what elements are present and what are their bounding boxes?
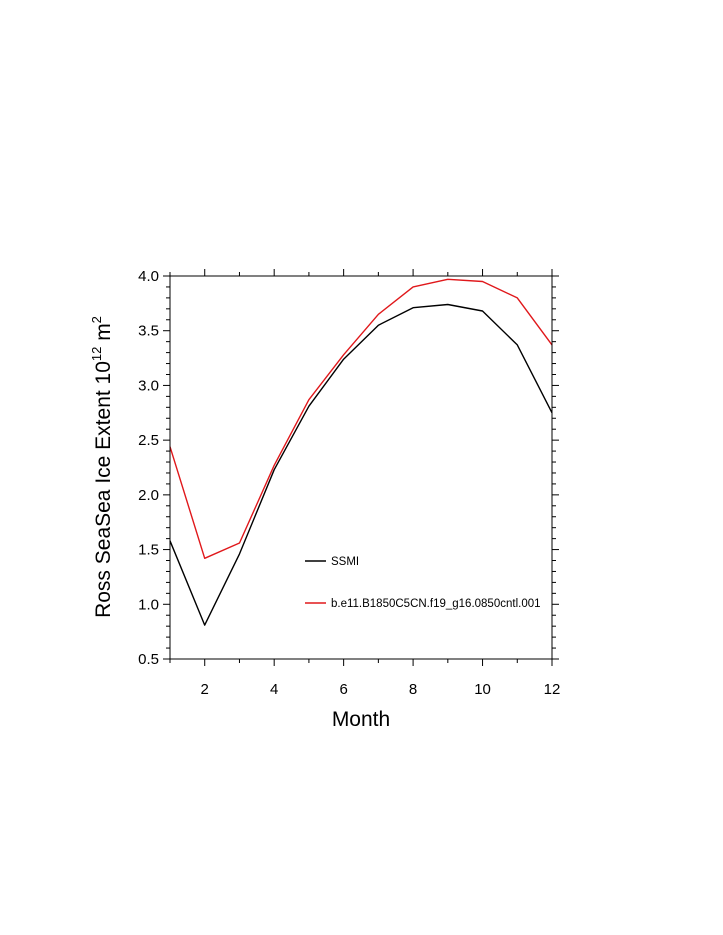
- axis-tick-labels: 2 4 6 8 10 12 0.5 1.0 1.5 2.0 2.5 3.0 3.5 4.0: [138, 268, 560, 698]
- x-axis-label: Month: [332, 708, 390, 731]
- x-tick-label: 12: [544, 681, 561, 698]
- y-axis-label-sup1: 12: [89, 347, 104, 361]
- y-tick-label: 0.5: [138, 651, 159, 668]
- legend: SSMI b.e11.B1850C5CN.f19_g16.0850cntl.001: [305, 556, 541, 610]
- y-tick-label: 2.5: [138, 432, 159, 449]
- axis-ticks: [163, 269, 559, 666]
- x-tick-label: 10: [474, 681, 491, 698]
- y-tick-label: 3.5: [138, 323, 159, 340]
- y-tick-label: 2.0: [138, 487, 159, 504]
- x-tick-label: 2: [201, 681, 209, 698]
- y-axis-label: Ross SeaSea Ice Extent 1012 m2: [89, 316, 115, 618]
- x-tick-label: 8: [409, 681, 417, 698]
- plot-frame: [169, 275, 553, 660]
- y-tick-label: 4.0: [138, 268, 159, 285]
- y-axis-label-sup2: 2: [89, 316, 104, 323]
- y-tick-label: 1.0: [138, 596, 159, 613]
- x-tick-label: 4: [270, 681, 278, 698]
- legend-label: SSMI: [331, 556, 359, 568]
- series-lines: [169, 278, 553, 626]
- legend-label: b.e11.B1850C5CN.f19_g16.0850cntl.001: [331, 598, 541, 610]
- series-line-model: [169, 278, 553, 559]
- y-tick-label: 1.5: [138, 542, 159, 559]
- series-line-ssmi: [169, 303, 553, 626]
- x-tick-label: 6: [339, 681, 347, 698]
- y-axis-label-unit: m: [92, 323, 115, 346]
- y-tick-label: 3.0: [138, 377, 159, 394]
- y-axis-label-main: Ross SeaSea Ice Extent 10: [92, 361, 115, 618]
